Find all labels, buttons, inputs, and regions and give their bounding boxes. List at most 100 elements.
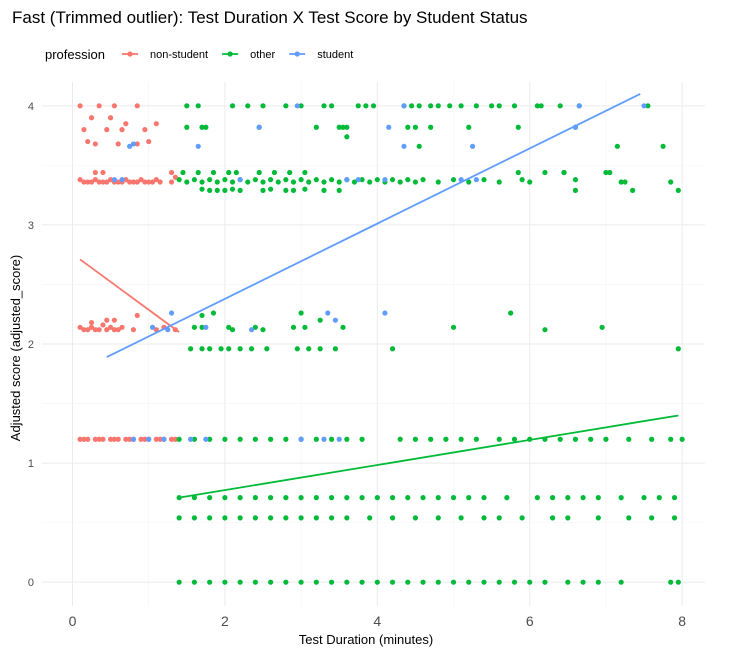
- data-point-other: [557, 436, 563, 442]
- data-point-other: [344, 134, 350, 140]
- data-point-non-student: [100, 179, 106, 185]
- data-point-other: [184, 103, 190, 109]
- data-point-non-student: [104, 317, 110, 323]
- data-point-non-student: [138, 177, 144, 183]
- data-point-other: [580, 495, 586, 501]
- data-point-other: [435, 103, 441, 109]
- data-point-non-student: [142, 127, 148, 133]
- data-point-other: [595, 495, 601, 501]
- data-point-other: [450, 177, 457, 183]
- data-point-non-student: [138, 436, 144, 442]
- data-point-other: [458, 103, 464, 109]
- data-point-other: [508, 310, 514, 316]
- data-point-student: [344, 177, 350, 183]
- data-point-other: [344, 436, 350, 442]
- data-point-other: [180, 169, 186, 176]
- data-point-other: [176, 177, 182, 183]
- data-point-other: [313, 515, 319, 521]
- data-point-other: [626, 515, 632, 521]
- data-point-other: [313, 177, 319, 183]
- data-point-other: [268, 515, 274, 521]
- data-point-other: [359, 495, 365, 501]
- data-point-other: [416, 143, 422, 149]
- data-point-other: [675, 346, 681, 352]
- data-point-non-student: [111, 103, 117, 109]
- data-point-other: [191, 436, 198, 442]
- data-point-non-student: [100, 169, 106, 176]
- y-axis-title: Adjusted score (adjusted_score): [8, 255, 23, 441]
- data-point-other: [355, 103, 361, 109]
- data-point-other: [549, 495, 556, 501]
- data-point-other: [275, 179, 281, 185]
- data-point-other: [290, 179, 297, 185]
- data-point-student: [237, 177, 243, 183]
- data-point-non-student: [92, 436, 98, 442]
- data-point-student: [146, 436, 152, 442]
- data-point-non-student: [157, 436, 163, 442]
- data-point-non-student: [111, 327, 117, 333]
- data-point-non-student: [107, 115, 114, 121]
- data-point-other: [191, 495, 198, 501]
- data-point-other: [199, 179, 205, 185]
- data-point-other: [405, 495, 411, 501]
- data-point-non-student: [127, 179, 133, 185]
- data-point-other: [450, 495, 457, 501]
- data-point-other: [328, 495, 335, 501]
- x-tick-label: 4: [373, 613, 381, 629]
- data-point-other: [302, 324, 308, 330]
- data-point-other: [481, 579, 487, 585]
- data-point-non-student: [123, 121, 129, 127]
- data-point-other: [260, 103, 266, 109]
- data-point-other: [412, 515, 419, 521]
- data-point-other: [542, 169, 548, 176]
- data-point-other: [435, 515, 441, 521]
- data-point-other: [420, 579, 426, 585]
- data-point-non-student: [153, 177, 159, 183]
- data-point-student: [119, 177, 125, 183]
- data-point-student: [248, 327, 255, 333]
- data-point-other: [458, 436, 464, 442]
- data-point-student: [336, 436, 342, 442]
- data-point-non-student: [153, 121, 159, 127]
- data-point-other: [237, 495, 243, 501]
- data-point-student: [130, 141, 137, 147]
- trend-line-other: [179, 414, 679, 499]
- data-point-non-student: [107, 324, 114, 330]
- data-point-student: [298, 436, 304, 442]
- data-point-student: [386, 124, 392, 130]
- data-point-other: [572, 436, 579, 442]
- data-point-other: [283, 495, 289, 501]
- data-point-other: [302, 186, 308, 192]
- data-point-other: [226, 324, 232, 330]
- data-point-other: [679, 436, 685, 442]
- data-point-non-student: [115, 436, 121, 442]
- data-point-other: [618, 179, 624, 185]
- data-point-non-student: [77, 103, 83, 109]
- data-point-other: [313, 579, 319, 585]
- data-point-other: [340, 324, 346, 330]
- data-point-non-student: [127, 436, 133, 442]
- data-point-other: [283, 177, 289, 183]
- legend-key-point: [294, 51, 300, 57]
- data-point-other: [344, 515, 350, 521]
- data-point-other: [344, 124, 350, 130]
- y-axis-ticks: 0 1 2 3 4: [28, 101, 34, 589]
- data-point-non-student: [104, 179, 110, 185]
- data-point-other: [542, 327, 548, 333]
- legend-key-point: [227, 51, 233, 57]
- data-point-other: [176, 515, 182, 521]
- chart-title: Fast (Trimmed outlier): Test Duration X …: [12, 8, 528, 27]
- data-point-non-student: [92, 169, 98, 176]
- data-point-other: [466, 179, 472, 185]
- data-point-student: [382, 177, 388, 183]
- data-point-other: [245, 179, 251, 185]
- data-point-other: [496, 103, 502, 109]
- y-tick-label: 0: [28, 577, 34, 589]
- data-point-student: [168, 310, 175, 316]
- data-point-other: [207, 579, 213, 585]
- data-point-non-student: [88, 179, 95, 185]
- y-tick-label: 4: [28, 101, 34, 113]
- data-point-other: [473, 103, 479, 109]
- data-point-non-student: [115, 327, 121, 333]
- y-tick-label: 2: [28, 339, 34, 351]
